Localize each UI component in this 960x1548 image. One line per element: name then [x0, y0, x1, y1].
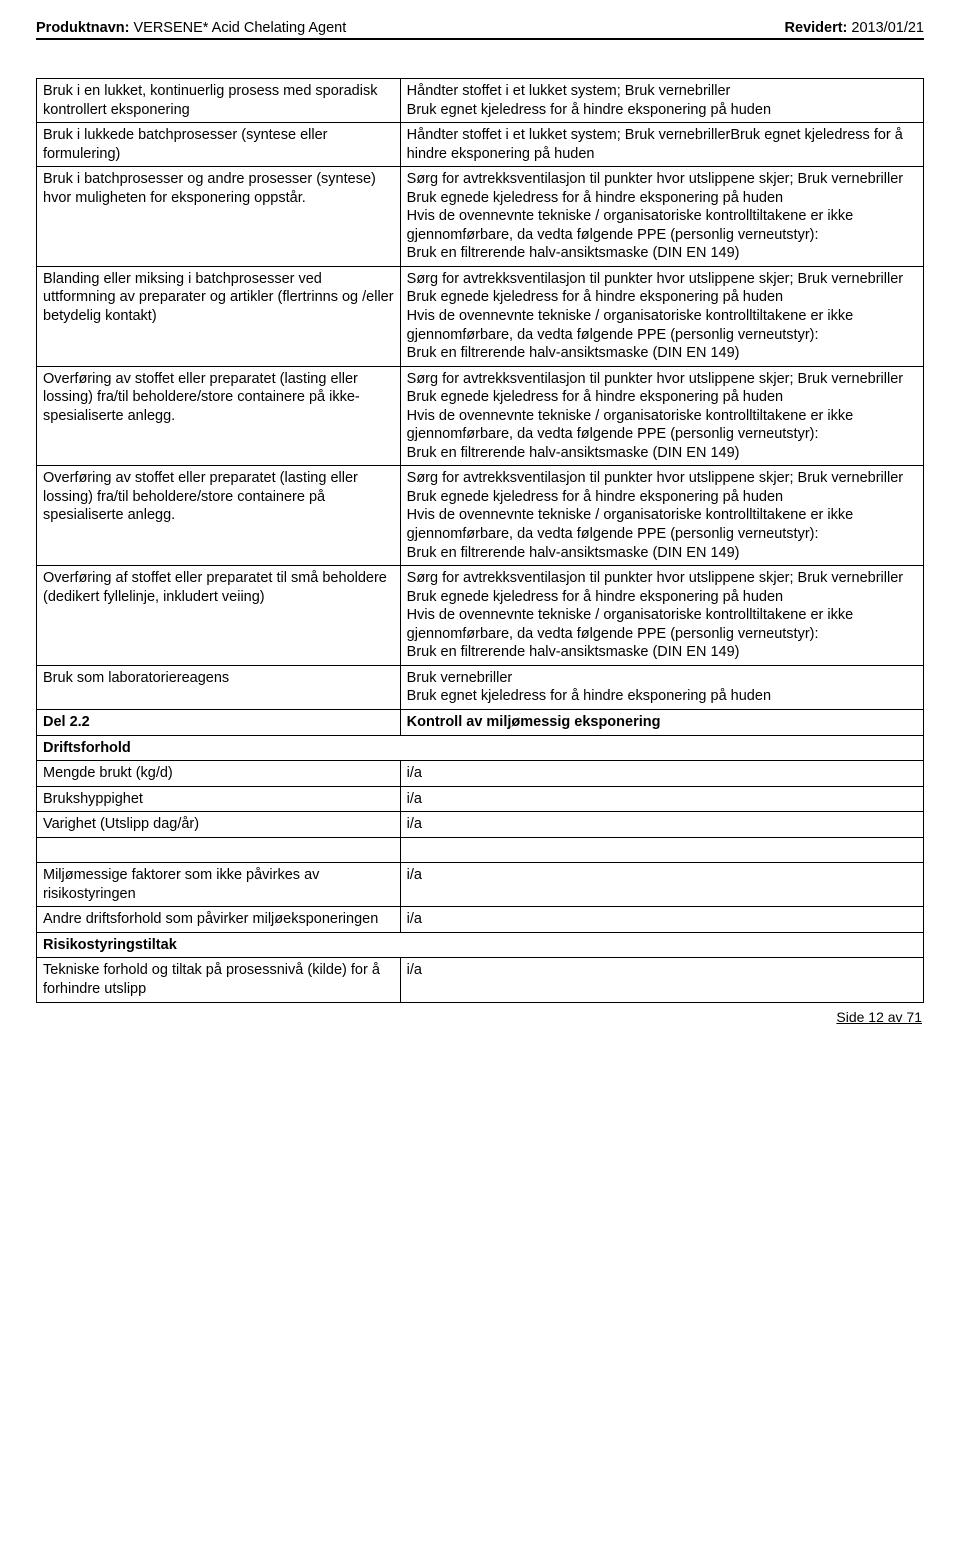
header-rule — [36, 38, 924, 40]
cell-left: Del 2.2 — [37, 709, 401, 735]
cell-right: Sørg for avtrekksventilasjon til punkter… — [400, 566, 923, 666]
document-header: Produktnavn: VERSENE* Acid Chelating Age… — [36, 20, 924, 36]
cell-left: Miljømessige faktorer som ikke påvirkes … — [37, 863, 401, 907]
table-row: Driftsforhold — [37, 735, 924, 761]
table-row: Overføring av stoffet eller preparatet (… — [37, 466, 924, 566]
table-row: Miljømessige faktorer som ikke påvirkes … — [37, 863, 924, 907]
table-row: Bruk i batchprosesser og andre prosesser… — [37, 167, 924, 267]
table-row: Del 2.2Kontroll av miljømessig eksponeri… — [37, 709, 924, 735]
cell-left: Blanding eller miksing i batchprosesser … — [37, 266, 401, 366]
spacer-cell — [400, 837, 923, 863]
cell-left: Mengde brukt (kg/d) — [37, 761, 401, 787]
cell-left: Andre driftsforhold som påvirker miljøek… — [37, 907, 401, 933]
cell-left: Bruk i en lukket, kontinuerlig prosess m… — [37, 79, 401, 123]
header-revised: Revidert: 2013/01/21 — [785, 20, 924, 36]
cell-left: Tekniske forhold og tiltak på prosessniv… — [37, 958, 401, 1002]
cell-right: i/a — [400, 786, 923, 812]
table-row — [37, 837, 924, 863]
table-row: Bruk i en lukket, kontinuerlig prosess m… — [37, 79, 924, 123]
spacer-cell — [37, 837, 401, 863]
table-row: Risikostyringstiltak — [37, 932, 924, 958]
table-row: Overføring af stoffet eller preparatet t… — [37, 566, 924, 666]
cell-left: Bruk i batchprosesser og andre prosesser… — [37, 167, 401, 267]
cell-left: Bruk som laboratoriereagens — [37, 665, 401, 709]
cell-right: i/a — [400, 863, 923, 907]
cell-right: Bruk vernebrillerBruk egnet kjeledress f… — [400, 665, 923, 709]
cell-left: Overføring af stoffet eller preparatet t… — [37, 566, 401, 666]
cell-left: Brukshyppighet — [37, 786, 401, 812]
cell-left: Overføring av stoffet eller preparatet (… — [37, 466, 401, 566]
cell-right: Kontroll av miljømessig eksponering — [400, 709, 923, 735]
cell-right: Håndter stoffet i et lukket system; Bruk… — [400, 79, 923, 123]
cell-left: Driftsforhold — [37, 735, 924, 761]
cell-right: i/a — [400, 958, 923, 1002]
revised-label: Revidert: — [785, 20, 848, 36]
cell-right: i/a — [400, 812, 923, 838]
cell-right: i/a — [400, 761, 923, 787]
revised-date: 2013/01/21 — [851, 20, 924, 36]
table-row: Varighet (Utslipp dag/år)i/a — [37, 812, 924, 838]
table-row: Brukshyppigheti/a — [37, 786, 924, 812]
table-row: Tekniske forhold og tiltak på prosessniv… — [37, 958, 924, 1002]
cell-right: Sørg for avtrekksventilasjon til punkter… — [400, 466, 923, 566]
table-row: Mengde brukt (kg/d)i/a — [37, 761, 924, 787]
table-row: Overføring av stoffet eller preparatet (… — [37, 366, 924, 466]
cell-right: Sørg for avtrekksventilasjon til punkter… — [400, 366, 923, 466]
cell-left: Bruk i lukkede batchprosesser (syntese e… — [37, 123, 401, 167]
cell-right: Håndter stoffet i et lukket system; Bruk… — [400, 123, 923, 167]
table-row: Bruk i lukkede batchprosesser (syntese e… — [37, 123, 924, 167]
product-name: VERSENE* Acid Chelating Agent — [133, 20, 346, 36]
cell-right: i/a — [400, 907, 923, 933]
table-row: Bruk som laboratoriereagensBruk vernebri… — [37, 665, 924, 709]
cell-right: Sørg for avtrekksventilasjon til punkter… — [400, 167, 923, 267]
cell-left: Overføring av stoffet eller preparatet (… — [37, 366, 401, 466]
cell-left: Risikostyringstiltak — [37, 932, 924, 958]
cell-left: Varighet (Utslipp dag/år) — [37, 812, 401, 838]
page-footer: Side 12 av 71 — [36, 1009, 924, 1025]
page-number: Side 12 av 71 — [836, 1009, 922, 1025]
table-row: Andre driftsforhold som påvirker miljøek… — [37, 907, 924, 933]
cell-right: Sørg for avtrekksventilasjon til punkter… — [400, 266, 923, 366]
product-label: Produktnavn: — [36, 20, 129, 36]
table-row: Blanding eller miksing i batchprosesser … — [37, 266, 924, 366]
main-table: Bruk i en lukket, kontinuerlig prosess m… — [36, 78, 924, 1003]
header-product: Produktnavn: VERSENE* Acid Chelating Age… — [36, 20, 346, 36]
